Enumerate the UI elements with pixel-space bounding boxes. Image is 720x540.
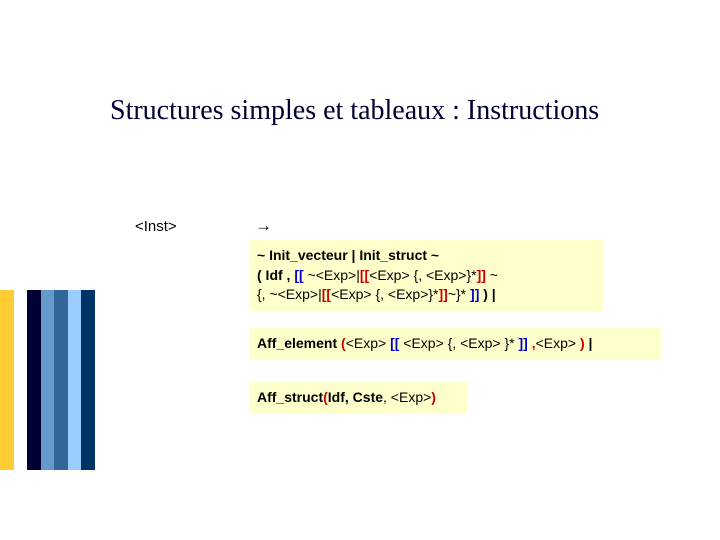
text: ) [431, 389, 436, 405]
stripe [0, 290, 14, 470]
text: ( Idf , [257, 267, 294, 283]
text: <Exp> [536, 335, 580, 351]
text: | [585, 335, 593, 351]
stripe [41, 290, 55, 470]
text: , [528, 335, 536, 351]
text: [[ [322, 286, 331, 302]
inst-label: <Inst> [135, 218, 177, 235]
text: [[ [360, 267, 369, 283]
stripe [14, 290, 28, 470]
text: [[ [294, 267, 303, 283]
text: <Exp> {, <Exp> }* [399, 335, 518, 351]
text: ]] [439, 286, 448, 302]
text: ) | [479, 286, 495, 302]
stripe [27, 290, 41, 470]
stripe [68, 290, 82, 470]
text: <Exp> [346, 335, 390, 351]
grammar-box-aff-element: Aff_element (<Exp> [[ <Exp> {, <Exp> }* … [249, 328, 661, 360]
stripe [54, 290, 68, 470]
text: ~ Init_vecteur | Init_struct ~ [257, 247, 439, 263]
text: ~ [486, 267, 498, 283]
text: , <Exp> [383, 389, 431, 405]
arrow-symbol: → [255, 216, 272, 236]
text: <Exp> {, <Exp>}* [369, 267, 476, 283]
text: Aff_struct [257, 389, 323, 405]
text: [[ [390, 335, 399, 351]
text: Aff_element [257, 335, 341, 351]
grammar-box-aff-struct: Aff_struct(Idf, Cste, <Exp>) [249, 382, 467, 414]
text: ~}* [448, 286, 470, 302]
grammar-box-init: ~ Init_vecteur | Init_struct ~ ( Idf , [… [249, 240, 603, 311]
text: ]] [470, 286, 479, 302]
text: {, ~<Exp>| [257, 286, 322, 302]
page-title: Structures simples et tableaux : Instruc… [110, 95, 599, 127]
text: ]] [477, 267, 486, 283]
decorative-stripes [0, 290, 95, 470]
text: ]] [519, 335, 528, 351]
text: ~<Exp>| [304, 267, 360, 283]
stripe [81, 290, 95, 470]
text: Idf, Cste [328, 389, 383, 405]
text: <Exp> {, <Exp>}* [331, 286, 438, 302]
